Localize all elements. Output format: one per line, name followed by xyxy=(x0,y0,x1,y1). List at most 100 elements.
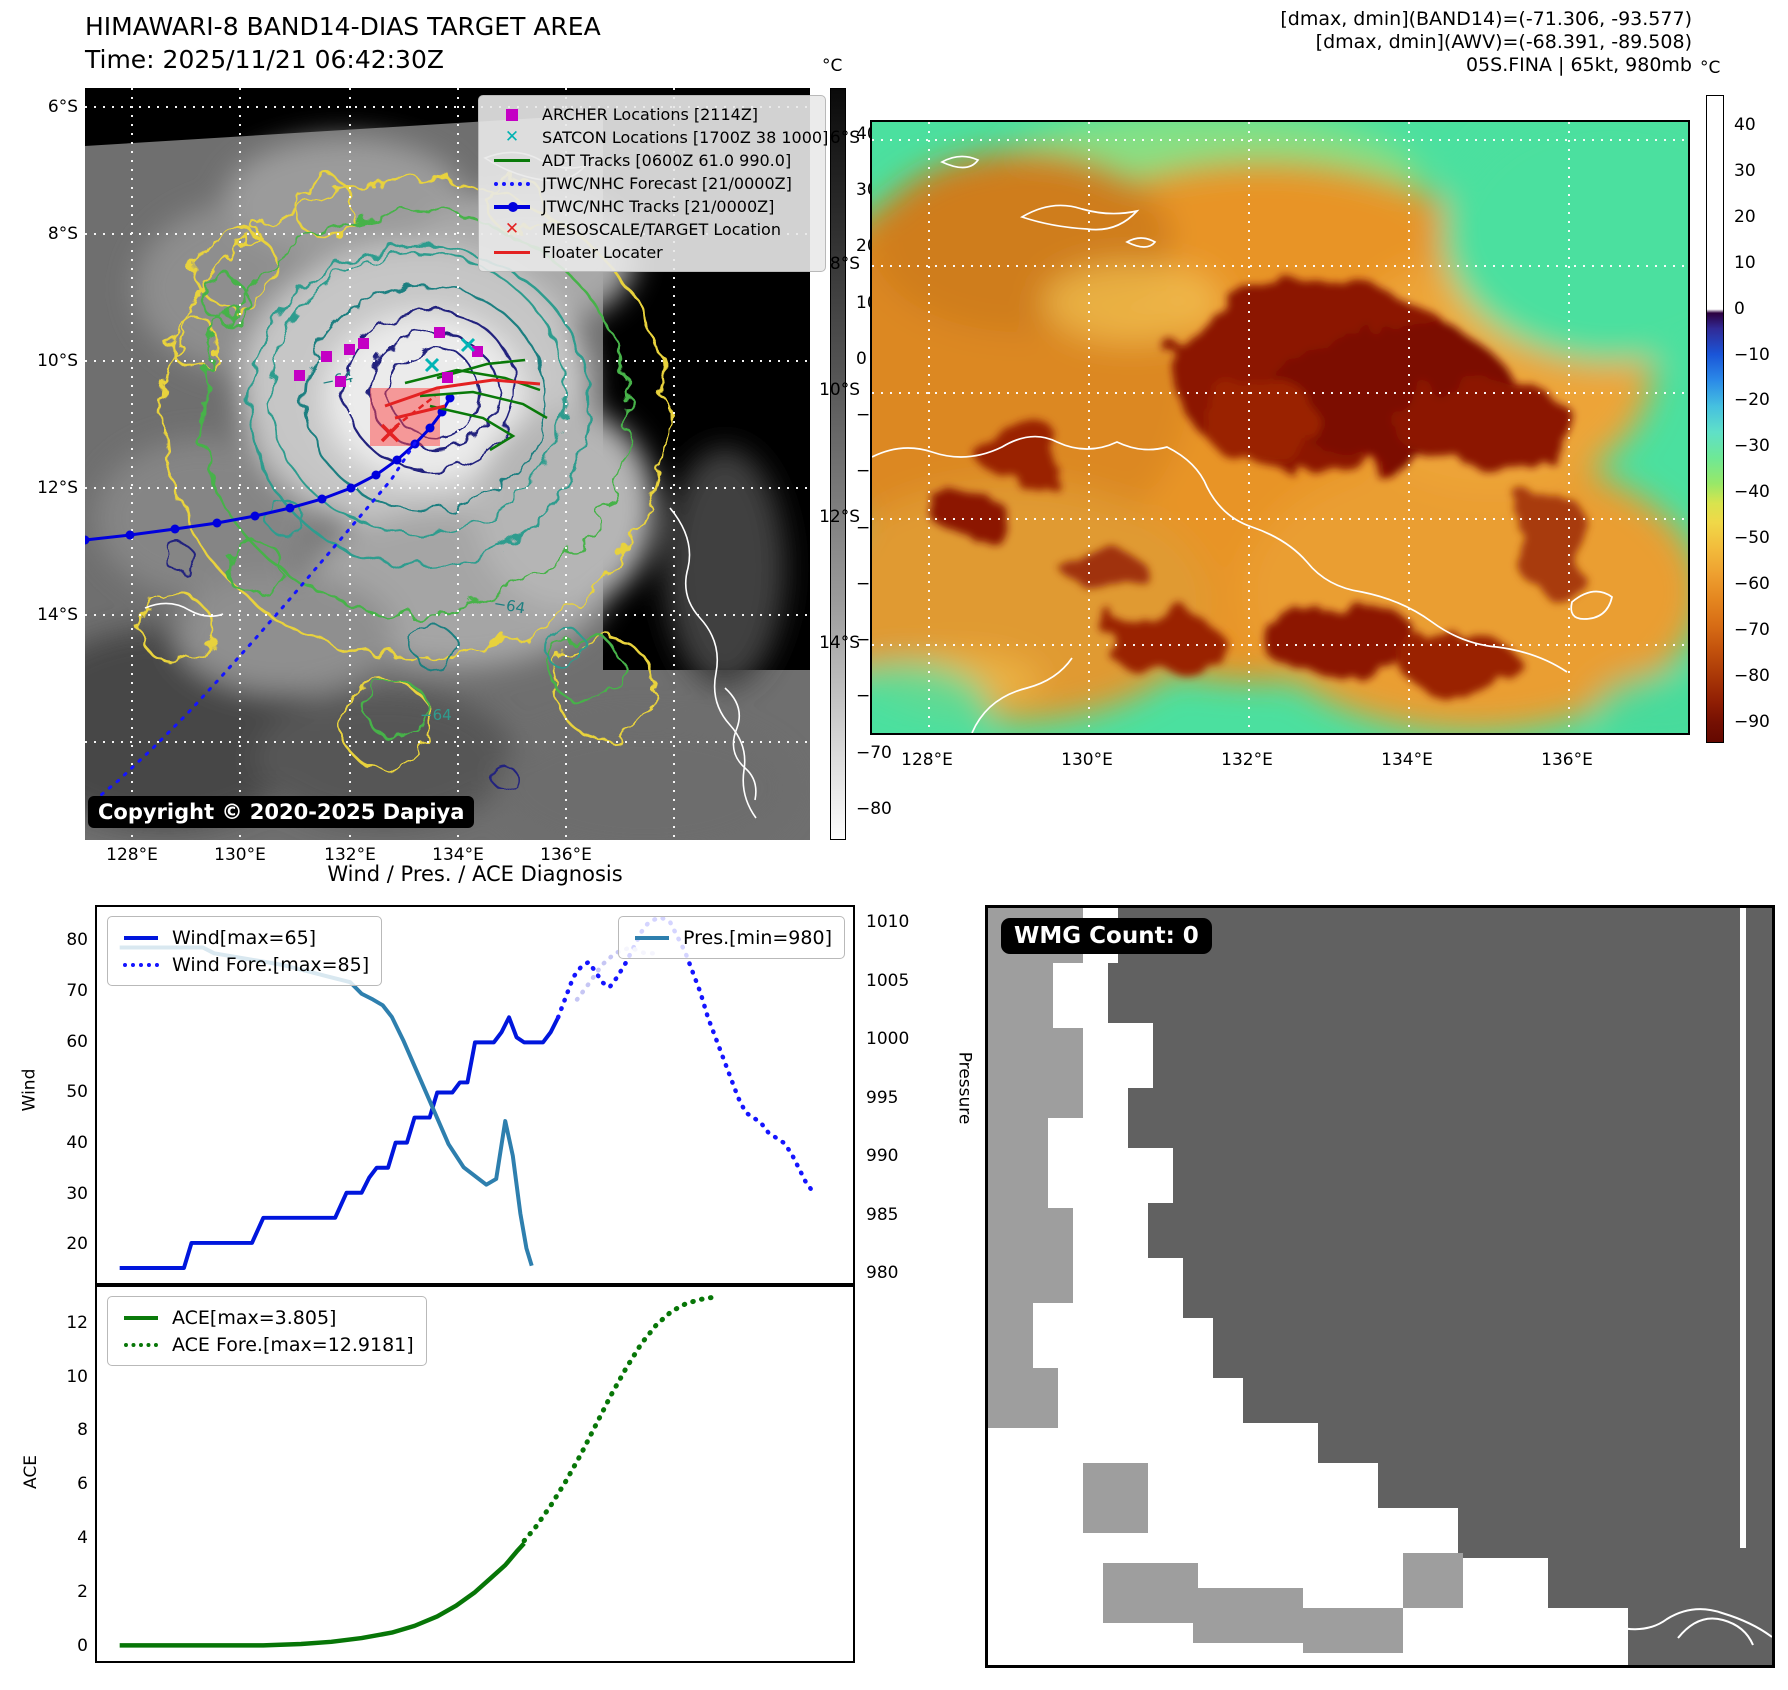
pressure-tick: 1005 xyxy=(866,971,910,991)
series-Wind Fore.[max=85] xyxy=(555,914,816,1195)
ace-tick: 2 xyxy=(77,1582,88,1602)
target-x-icon: ✕ xyxy=(504,219,520,239)
legend-label: Wind[max=65] xyxy=(172,926,317,949)
legend-item-forecast: JTWC/NHC Forecast [21/0000Z] xyxy=(491,172,813,195)
tl-x-tick: 128°E xyxy=(106,845,158,865)
pressure-tick: 1000 xyxy=(866,1029,910,1049)
tl-cbar-unit: °C xyxy=(822,56,843,76)
adt-tracks xyxy=(404,358,548,452)
ace-tick: 6 xyxy=(77,1474,88,1494)
wind-fore-dotted-icon xyxy=(120,962,162,967)
tl-cbar-tick: 0 xyxy=(856,349,867,369)
tr-cbar-tick: −90 xyxy=(1734,712,1770,732)
tr-cbar-tick: −10 xyxy=(1734,345,1770,365)
legend-item-adt: ADT Tracks [0600Z 61.0 990.0] xyxy=(491,149,813,172)
pressure-tick: 985 xyxy=(866,1205,899,1225)
wind-tick: 30 xyxy=(66,1184,88,1204)
wind-axis-label: Wind xyxy=(19,1068,40,1112)
archer-square-icon xyxy=(491,108,533,121)
tl-y-tick: 14°S xyxy=(37,605,78,625)
wind-tick: 40 xyxy=(66,1133,88,1153)
contour-label: −64 xyxy=(492,594,526,617)
tr-y-tick: 10°S xyxy=(819,380,860,400)
ace-tick: 10 xyxy=(66,1367,88,1387)
info-band14: [dmax, dmin](BAND14)=(-71.306, -93.577) xyxy=(1280,8,1692,30)
legend-item-wind: Wind[max=65] xyxy=(120,924,369,951)
pres-line-icon xyxy=(631,935,673,940)
pressure-tick: 1010 xyxy=(866,912,910,932)
coastlines xyxy=(144,151,757,819)
legend-item-archer: ARCHER Locations [2114Z] xyxy=(491,103,813,126)
legend-label: ACE[max=3.805] xyxy=(172,1306,337,1329)
floater-locater-line xyxy=(384,378,541,420)
chart-title: Wind / Pres. / ACE Diagnosis xyxy=(327,862,623,886)
tr-y-tick: 6°S xyxy=(829,128,860,148)
wind-tick: 20 xyxy=(66,1234,88,1254)
satcon-location-markers xyxy=(424,337,476,373)
wmg-panel: WMG Count: 0 xyxy=(985,905,1775,1668)
tl-colorbar xyxy=(830,88,846,840)
wind-line-icon xyxy=(120,935,162,940)
series-Wind[max=65] xyxy=(119,1015,560,1270)
jtwc-forecast-line xyxy=(93,441,417,802)
awv-map-image xyxy=(792,102,1782,762)
legend-label: JTWC/NHC Tracks [21/0000Z] xyxy=(542,197,775,216)
tr-cbar-tick: 0 xyxy=(1734,299,1745,319)
legend-label: JTWC/NHC Forecast [21/0000Z] xyxy=(542,174,792,193)
tl-x-tick: 130°E xyxy=(214,845,266,865)
tr-x-tick: 136°E xyxy=(1541,750,1593,770)
adt-line-icon xyxy=(491,159,533,162)
awv-map xyxy=(792,102,1782,762)
tr-cbar-tick: −20 xyxy=(1734,390,1770,410)
series-ACE[max=3.805] xyxy=(119,1541,526,1648)
coastlines xyxy=(871,155,1613,734)
tr-x-tick: 128°E xyxy=(901,750,953,770)
wmg-coastline xyxy=(1457,1608,1773,1664)
tr-x-tick: 130°E xyxy=(1061,750,1113,770)
info-storm: 05S.FINA | 65kt, 980mb xyxy=(1465,54,1692,76)
legend-item-pres: Pres.[min=980] xyxy=(631,924,832,951)
forecast-dotted-icon xyxy=(491,181,533,186)
legend-item-satcon: ✕ SATCON Locations [1700Z 38 1000] xyxy=(491,126,828,149)
wmg-count-badge: WMG Count: 0 xyxy=(1001,918,1212,954)
info-awv: [dmax, dmin](AWV)=(-68.391, -89.508) xyxy=(1315,31,1692,53)
tl-x-tick: 136°E xyxy=(540,845,592,865)
band14-map: −64 −64 −64 xyxy=(15,88,828,858)
wind-tick: 70 xyxy=(66,981,88,1001)
legend-item-ace: ACE[max=3.805] xyxy=(120,1304,414,1331)
tr-cbar-tick: −50 xyxy=(1734,528,1770,548)
wmg-midgray-left xyxy=(988,908,1083,1428)
wmg-white-strip xyxy=(1740,908,1746,1548)
pressure-tick: 990 xyxy=(866,1146,899,1166)
wmg-darkgray-region xyxy=(1108,908,1772,1665)
ace-plot xyxy=(119,1294,716,1648)
wind-legend: Wind[max=65] Wind Fore.[max=85] xyxy=(107,916,383,986)
wmg-image xyxy=(988,908,1773,1665)
satcon-x-icon: ✕ xyxy=(504,127,520,147)
dmax-dmin-info: [dmax, dmin](BAND14)=(-71.306, -93.577) … xyxy=(1000,8,1692,77)
tl-y-tick: 10°S xyxy=(37,351,78,371)
tr-y-tick: 14°S xyxy=(819,633,860,653)
tl-x-tick: 132°E xyxy=(324,845,376,865)
tr-cbar-unit: °C xyxy=(1700,58,1721,78)
series-ACE Fore.[max=12.9181] xyxy=(521,1294,716,1544)
legend-label: Floater Locater xyxy=(542,243,663,262)
tl-y-tick: 6°S xyxy=(47,97,78,117)
tr-colorbar xyxy=(1706,95,1724,743)
legend-item-tracks: JTWC/NHC Tracks [21/0000Z] xyxy=(491,195,813,218)
pressure-tick: 980 xyxy=(866,1263,899,1283)
wind-tick: 60 xyxy=(66,1032,88,1052)
legend-item-ace-fore: ACE Fore.[max=12.9181] xyxy=(120,1331,414,1358)
tr-cbar-tick: −80 xyxy=(1734,666,1770,686)
map-legend: ARCHER Locations [2114Z] ✕ SATCON Locatio… xyxy=(478,95,828,272)
tr-y-tick: 12°S xyxy=(819,507,860,527)
tl-cbar-tick: −70 xyxy=(856,743,892,763)
archer-location-markers xyxy=(294,327,483,387)
tr-cbar-tick: −70 xyxy=(1734,620,1770,640)
tr-cbar-tick: 10 xyxy=(1734,253,1756,273)
tl-y-tick: 8°S xyxy=(47,224,78,244)
pressure-axis-label: Pressure xyxy=(954,1051,975,1125)
wind-tick: 50 xyxy=(66,1082,88,1102)
tr-cbar-tick: 20 xyxy=(1734,207,1756,227)
